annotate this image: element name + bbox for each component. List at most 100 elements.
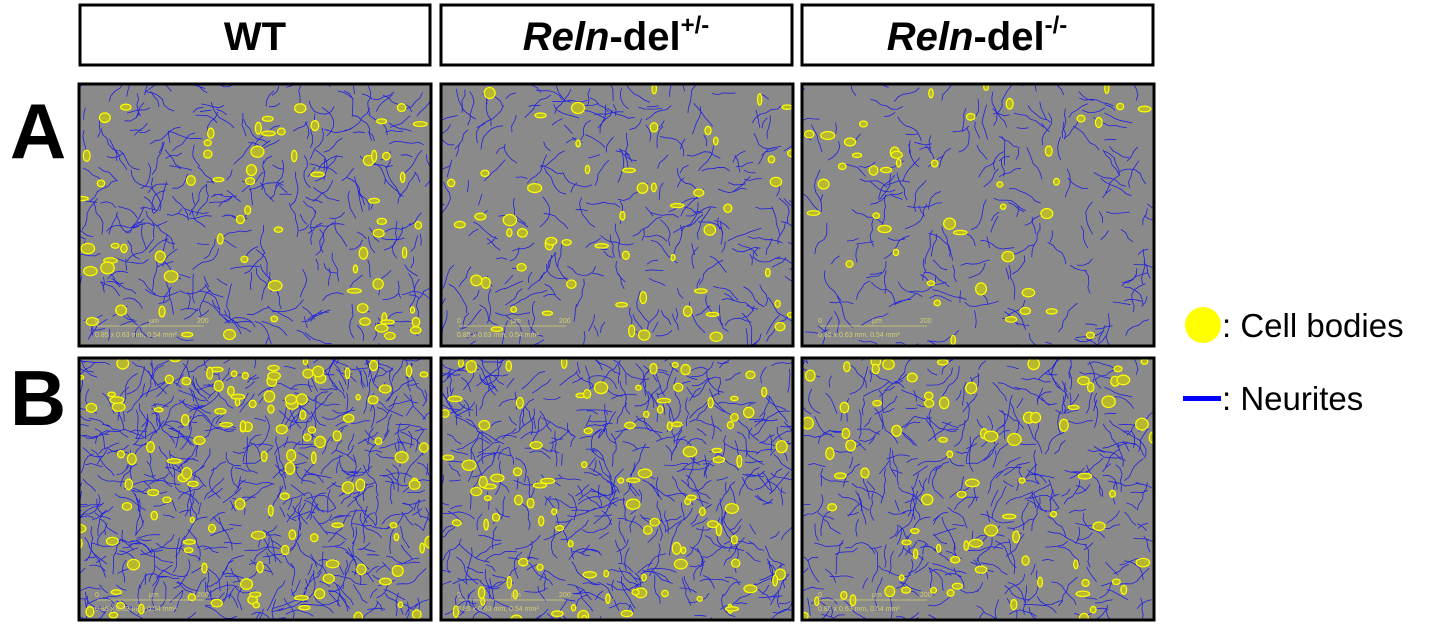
- cell-body: [951, 335, 955, 344]
- cell-body: [356, 395, 360, 400]
- cell-body: [967, 114, 975, 121]
- scale-end: 200: [920, 318, 932, 325]
- image-info: 0.85 x 0.63 mm, 0.54 mm²: [457, 332, 539, 339]
- cell-body: [746, 371, 755, 378]
- cell-body: [869, 166, 878, 175]
- cell-body: [846, 261, 853, 268]
- cell-body: [478, 587, 484, 599]
- header-sup: +/-: [681, 12, 710, 39]
- cell-body: [274, 227, 282, 232]
- cell-body: [81, 243, 95, 253]
- cell-body: [773, 575, 778, 586]
- cell-body: [125, 479, 132, 490]
- cell-body: [1028, 358, 1039, 370]
- cell-body: [344, 414, 354, 422]
- cell-body: [360, 318, 370, 325]
- cell-body: [242, 372, 248, 379]
- cell-body: [245, 206, 251, 215]
- cell-body: [571, 605, 575, 611]
- cell-body: [802, 417, 813, 429]
- cell-body: [369, 198, 380, 203]
- cell-body: [585, 165, 589, 173]
- cell-body: [776, 441, 787, 453]
- cell-body: [672, 363, 678, 368]
- scale-unit: µm: [511, 592, 521, 599]
- cell-body: [1078, 377, 1089, 385]
- cell-body: [370, 361, 378, 371]
- cell-body: [326, 560, 339, 568]
- cell-body: [842, 429, 849, 439]
- scale-end: 200: [559, 318, 571, 325]
- row-label: A: [10, 87, 66, 175]
- cell-body: [458, 359, 463, 368]
- micrograph: 0µm2000.85 x 0.63 mm, 0.54 mm²: [421, 60, 811, 361]
- cell-body: [475, 213, 486, 220]
- cell-body: [332, 523, 343, 527]
- cell-body: [303, 369, 313, 378]
- cell-body: [710, 332, 722, 341]
- cell-body: [604, 570, 609, 577]
- cell-body: [151, 511, 157, 520]
- image-info: 0.85 x 0.63 mm, 0.54 mm²: [95, 332, 177, 339]
- legend-swatch: [1185, 307, 1221, 343]
- cell-body: [384, 332, 395, 339]
- cell-body: [873, 400, 881, 405]
- cell-body: [121, 244, 127, 252]
- cell-body: [481, 277, 490, 288]
- cell-body: [902, 587, 911, 593]
- cell-body: [1117, 103, 1124, 109]
- cell-body: [953, 230, 966, 234]
- cell-body: [878, 225, 891, 232]
- cell-body: [518, 229, 528, 238]
- cell-body: [1088, 383, 1094, 392]
- cell-body: [479, 420, 490, 429]
- cell-body: [528, 184, 542, 193]
- cell-body: [375, 324, 388, 332]
- cell-body: [640, 292, 647, 304]
- cell-body: [394, 534, 399, 541]
- cell-body: [975, 566, 986, 573]
- cell-body: [704, 225, 715, 236]
- cell-body: [155, 251, 165, 262]
- cell-body: [626, 499, 640, 509]
- cell-body: [939, 397, 948, 408]
- cell-body: [215, 408, 226, 414]
- cell-body: [1090, 606, 1096, 613]
- cell-body: [841, 592, 847, 600]
- cell-body: [1093, 522, 1105, 531]
- scale-end: 200: [197, 592, 209, 599]
- cell-body: [377, 119, 387, 124]
- cell-body: [576, 140, 580, 147]
- cell-body: [1102, 396, 1115, 408]
- cell-body: [1078, 473, 1091, 479]
- cell-body: [484, 87, 495, 98]
- cell-body: [299, 606, 310, 610]
- cell-body: [1117, 375, 1130, 385]
- cell-body: [1074, 560, 1078, 569]
- cell-body: [939, 437, 948, 442]
- cell-body: [406, 366, 411, 377]
- cell-body: [194, 436, 205, 444]
- cell-body: [271, 316, 278, 322]
- micrograph: 0µm2000.85 x 0.63 mm, 0.54 mm²: [781, 57, 1177, 362]
- cell-body: [1051, 511, 1057, 517]
- scale-unit: µm: [872, 318, 882, 325]
- cell-body: [409, 480, 420, 489]
- cell-body: [893, 249, 898, 255]
- scale-start: 0: [95, 592, 99, 599]
- cell-body: [1013, 531, 1020, 543]
- column-header: Reln-del-/-: [887, 12, 1067, 59]
- cell-body: [209, 524, 216, 532]
- cell-body: [202, 563, 207, 573]
- cell-body: [620, 212, 625, 220]
- scale-start: 0: [457, 318, 461, 325]
- cell-body: [708, 521, 719, 528]
- cell-body: [1136, 558, 1149, 567]
- cell-body: [1011, 599, 1017, 609]
- cell-body: [914, 549, 918, 558]
- cell-body: [253, 602, 259, 608]
- cell-body: [1054, 178, 1060, 185]
- legend-label: : Cell bodies: [1222, 307, 1404, 344]
- cell-body: [938, 360, 948, 365]
- cell-body: [108, 392, 116, 397]
